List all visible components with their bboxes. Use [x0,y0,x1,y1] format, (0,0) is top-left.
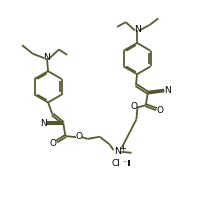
Text: ⁻: ⁻ [123,159,127,168]
Text: +: + [119,144,126,153]
Text: Cl: Cl [111,159,120,168]
Text: N: N [114,147,121,156]
Text: O: O [157,106,164,115]
Text: N: N [164,86,171,95]
Text: N: N [134,25,141,35]
Text: O: O [75,132,82,141]
Text: N: N [40,118,47,128]
Text: N: N [44,53,50,62]
Text: O: O [50,139,57,148]
Text: O: O [131,102,138,111]
